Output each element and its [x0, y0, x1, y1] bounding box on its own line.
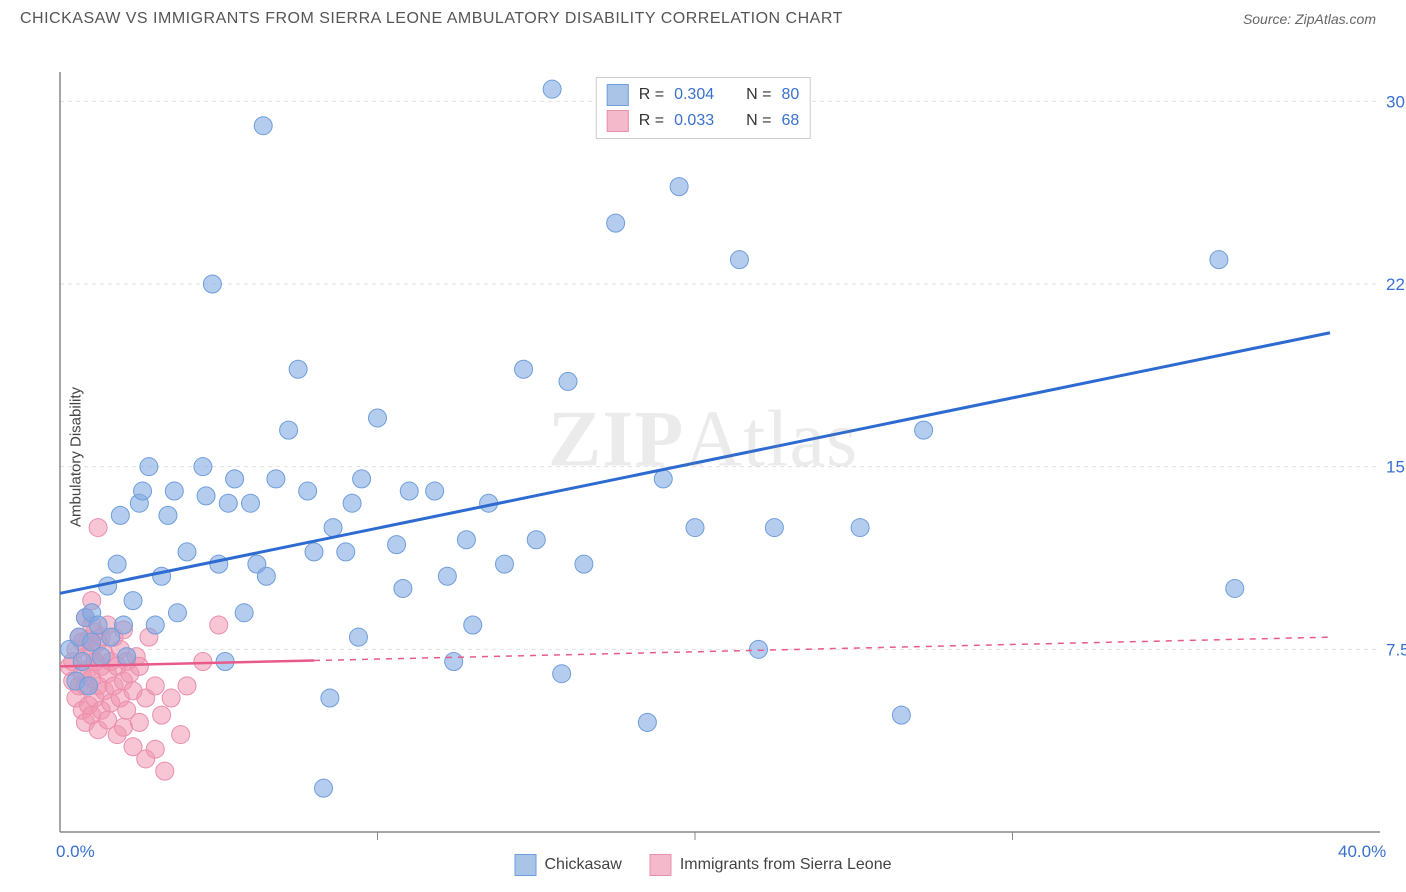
x-axis-max: 40.0%: [1338, 842, 1386, 862]
legend-swatch-b: [650, 854, 672, 876]
legend-swatch-a: [515, 854, 537, 876]
stat-n-a: 80: [781, 86, 799, 104]
swatch-a: [607, 84, 629, 106]
stat-n-label-b: N =: [746, 112, 771, 130]
svg-text:30.0%: 30.0%: [1386, 92, 1406, 111]
series-legend: Chickasaw Immigrants from Sierra Leone: [515, 854, 892, 876]
stat-n-b: 68: [781, 112, 799, 130]
stat-r-a: 0.304: [674, 86, 714, 104]
chart-header: CHICKASAW VS IMMIGRANTS FROM SIERRA LEON…: [0, 0, 1406, 32]
stats-row-b: R = 0.033 N = 68: [607, 108, 800, 134]
stat-r-b: 0.033: [674, 112, 714, 130]
swatch-b: [607, 110, 629, 132]
scatter-chart: 7.5% 15.0% 22.5% 30.0%: [0, 32, 1406, 882]
y-axis-label: Ambulatory Disability: [68, 387, 85, 527]
svg-text:7.5%: 7.5%: [1386, 640, 1406, 659]
legend-label-b: Immigrants from Sierra Leone: [680, 856, 892, 874]
legend-item-a: Chickasaw: [515, 854, 622, 876]
legend-label-a: Chickasaw: [545, 856, 622, 874]
stats-legend: R = 0.304 N = 80 R = 0.033 N = 68: [596, 77, 811, 139]
stat-r-label-a: R =: [639, 86, 664, 104]
chart-source: Source: ZipAtlas.com: [1243, 11, 1376, 27]
chart-title: CHICKASAW VS IMMIGRANTS FROM SIERRA LEON…: [20, 10, 843, 28]
svg-text:22.5%: 22.5%: [1386, 275, 1406, 294]
stat-n-label-a: N =: [746, 86, 771, 104]
legend-item-b: Immigrants from Sierra Leone: [650, 854, 892, 876]
chart-area: Ambulatory Disability 7.5% 15.0% 22.5% 30.0…: [0, 32, 1406, 882]
stat-r-label-b: R =: [639, 112, 664, 130]
svg-text:15.0%: 15.0%: [1386, 458, 1406, 477]
x-axis-min: 0.0%: [56, 842, 95, 862]
stats-row-a: R = 0.304 N = 80: [607, 82, 800, 108]
